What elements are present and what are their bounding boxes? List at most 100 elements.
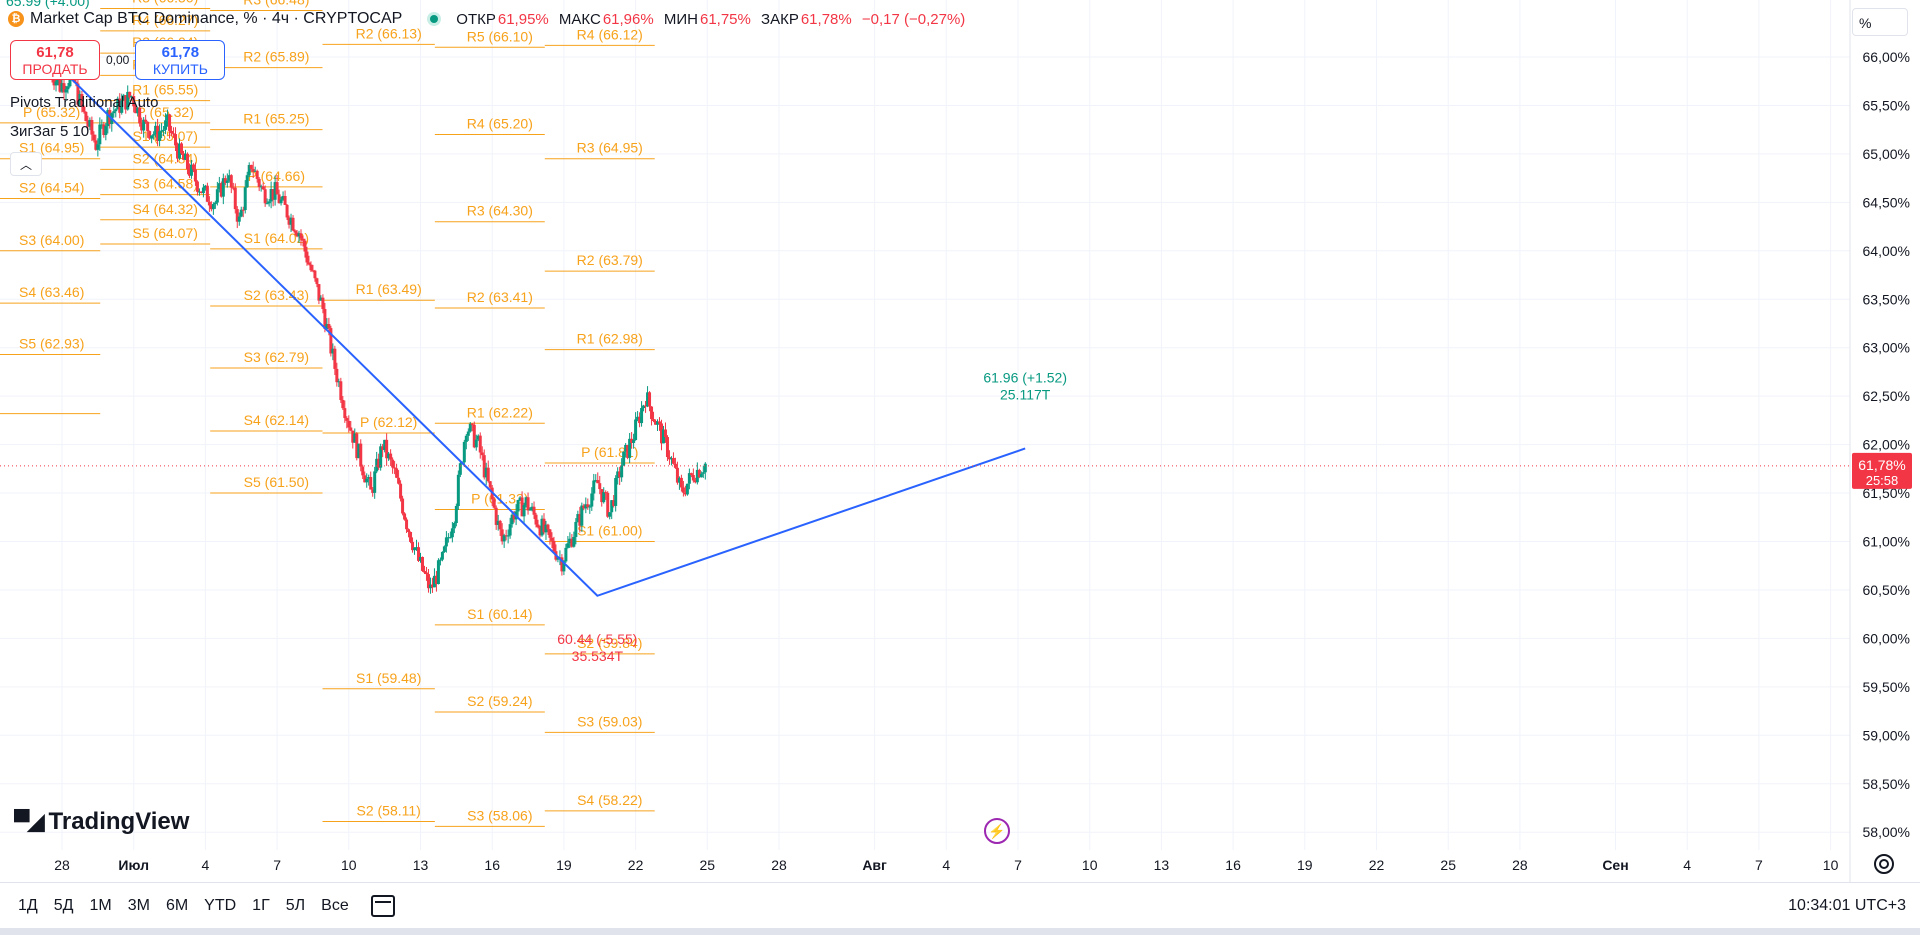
candle-body — [422, 570, 426, 573]
range-button-7[interactable]: 5Л — [285, 897, 306, 914]
pivot-level-label: P (64.66) — [248, 168, 305, 184]
candle-body — [221, 178, 225, 197]
high-value: 61,96% — [602, 10, 654, 28]
candle-body — [303, 240, 307, 252]
buy-button[interactable]: 61,78 КУПИТЬ — [135, 40, 226, 80]
x-tick-label: Авг — [862, 857, 887, 873]
price-chart[interactable]: P (65.32) S1 (64.95) S2 (64.54) S3 (64.00) S… — [0, 0, 1920, 882]
pivot-level-label: S2 (64.54) — [19, 179, 84, 195]
candle-body — [492, 499, 496, 508]
open-value: 61,95% — [497, 10, 549, 28]
candle-body — [470, 423, 474, 425]
candle-body — [506, 535, 510, 537]
x-tick-label: 7 — [1755, 857, 1763, 873]
candle-body — [566, 543, 570, 548]
calendar-icon[interactable] — [370, 895, 395, 917]
sell-button[interactable]: 61,78 ПРОДАТЬ — [10, 40, 100, 80]
candle-body — [321, 297, 325, 310]
indicator-zigzag[interactable]: ЗигЗаг 5 10 — [10, 123, 90, 140]
range-button-8[interactable]: Все — [321, 897, 349, 914]
lightning-icon[interactable]: ⚡ — [984, 818, 1010, 844]
candle-body — [168, 114, 172, 131]
range-button-2[interactable]: 1М — [89, 897, 112, 914]
range-button-3[interactable]: 3М — [127, 897, 150, 914]
candle-body — [522, 504, 526, 517]
candle-body — [399, 483, 403, 499]
zigzag-line — [49, 57, 1026, 597]
candle-body — [498, 520, 502, 530]
candle-body — [251, 169, 255, 172]
candle-body — [634, 419, 638, 441]
candle-body — [90, 119, 94, 135]
candle-body — [58, 79, 62, 92]
candle-body — [415, 547, 419, 549]
candle-body — [181, 153, 185, 160]
candle-body — [574, 521, 578, 537]
spread-value: 0,00 — [106, 53, 130, 67]
candle-body — [584, 504, 588, 509]
candle-body — [315, 278, 319, 285]
candle-body — [661, 429, 665, 444]
buy-label: КУПИТЬ — [152, 60, 208, 77]
candle-body — [673, 463, 677, 468]
candle-body — [225, 180, 229, 183]
candle-body — [183, 153, 187, 160]
candle-body — [227, 175, 231, 181]
x-tick-label: 25 — [700, 857, 716, 873]
y-tick-label: 59,50% — [1863, 679, 1910, 695]
candle-body — [106, 110, 110, 127]
candle-body — [502, 535, 506, 542]
candle-body — [424, 572, 428, 575]
collapse-indicators-button[interactable]: ︿ — [10, 152, 42, 176]
candle-body — [140, 123, 144, 131]
candle-body — [658, 421, 661, 424]
scale-unit-button[interactable]: % — [1852, 8, 1908, 36]
countdown-label: 25:58 — [1866, 473, 1899, 488]
indicator-pivots[interactable]: Pivots Traditional Auto — [10, 94, 159, 111]
candle-body — [622, 451, 626, 466]
candle-body — [277, 194, 281, 204]
candle-body — [385, 439, 389, 459]
candle-body — [253, 170, 257, 172]
candle-body — [341, 400, 345, 409]
candle-body — [602, 492, 606, 503]
candle-body — [132, 96, 136, 107]
candle-body — [610, 500, 614, 513]
range-button-6[interactable]: 1Г — [252, 897, 270, 914]
symbol-title[interactable]: Market Cap BTC Dominance, % · 4ч · CRYPT… — [30, 10, 403, 27]
tradingview-logo[interactable]: ▀◢ TradingView — [14, 808, 189, 836]
candle-body — [361, 466, 365, 476]
range-button-0[interactable]: 1Д — [18, 897, 38, 914]
candle-body — [556, 557, 560, 560]
candle-body — [343, 408, 347, 419]
candle-body — [476, 435, 480, 440]
candle-body — [430, 584, 434, 588]
pivot-level-label: P (62.12) — [360, 414, 417, 430]
sell-price: 61,78 — [36, 43, 74, 61]
low-label: МИН — [663, 10, 698, 28]
candle-body — [189, 164, 193, 176]
candle-body — [130, 96, 134, 98]
y-tick-label: 59,00% — [1863, 727, 1910, 743]
range-button-1[interactable]: 5Д — [53, 897, 74, 914]
clock[interactable]: 10:34:01 UTC+3 — [1788, 897, 1906, 914]
candle-body — [526, 497, 530, 511]
candle-body — [239, 209, 243, 217]
candle-body — [96, 144, 100, 150]
candle-body — [691, 475, 695, 481]
x-tick-label: 10 — [1823, 857, 1839, 873]
y-tick-label: 62,50% — [1863, 388, 1910, 404]
candle-body — [375, 458, 379, 472]
candle-body — [377, 458, 381, 468]
candle-body — [699, 473, 703, 478]
settings-gear-icon[interactable] — [1874, 854, 1894, 874]
pivot-level-label: R3 (64.95) — [577, 140, 643, 156]
pivot-level-label: S2 (59.24) — [467, 693, 532, 709]
candle-body — [160, 130, 164, 132]
range-button-4[interactable]: 6М — [165, 897, 189, 914]
market-status-icon — [430, 15, 439, 23]
candle-body — [450, 528, 454, 538]
range-button-5[interactable]: YTD — [204, 897, 237, 914]
zigzag-volume-label: 25.117T — [1000, 386, 1051, 402]
candle-body — [650, 406, 654, 420]
